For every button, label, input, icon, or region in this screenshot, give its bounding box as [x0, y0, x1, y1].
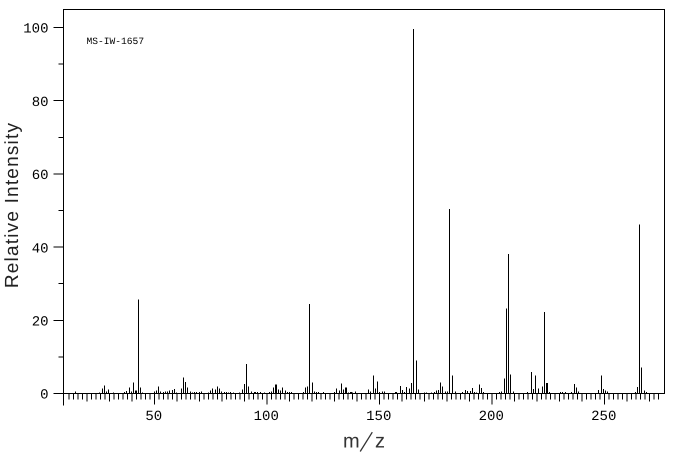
svg-text:50: 50: [145, 409, 162, 425]
svg-text:0: 0: [40, 388, 48, 404]
svg-text:20: 20: [32, 315, 49, 331]
svg-text:250: 250: [591, 409, 616, 425]
svg-text:100: 100: [254, 409, 279, 425]
svg-text:80: 80: [32, 95, 49, 111]
svg-text:m: m: [343, 431, 360, 453]
svg-text:40: 40: [32, 241, 49, 257]
svg-text:Relative Intensity: Relative Intensity: [2, 122, 23, 288]
svg-text:200: 200: [479, 409, 504, 425]
svg-text:z: z: [375, 431, 385, 453]
svg-text:150: 150: [366, 409, 391, 425]
svg-text:MS-IW-1657: MS-IW-1657: [87, 36, 145, 47]
svg-text:100: 100: [23, 22, 48, 38]
svg-text:60: 60: [32, 168, 49, 184]
